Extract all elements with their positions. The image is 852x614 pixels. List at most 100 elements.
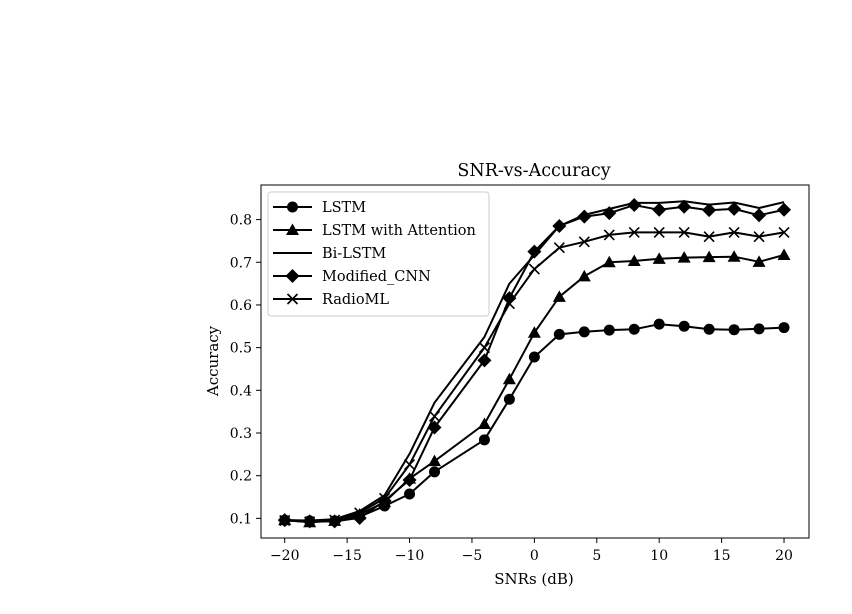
data-point bbox=[429, 466, 441, 478]
legend-marker bbox=[287, 201, 298, 213]
plot-frame bbox=[260, 184, 810, 539]
y-tick-label: 0.4 bbox=[230, 383, 252, 399]
data-point bbox=[304, 516, 316, 528]
y-tick-label: 0.6 bbox=[230, 298, 252, 314]
data-point bbox=[753, 231, 765, 243]
data-point bbox=[577, 209, 592, 224]
data-point bbox=[279, 514, 291, 527]
data-point bbox=[327, 514, 342, 529]
data-point bbox=[778, 226, 790, 238]
data-point bbox=[577, 269, 591, 282]
data-point bbox=[354, 507, 366, 519]
data-point bbox=[702, 203, 717, 218]
legend-item: LSTM bbox=[273, 200, 366, 216]
data-point bbox=[603, 324, 615, 336]
data-point bbox=[553, 328, 565, 340]
data-point bbox=[628, 323, 640, 335]
data-point bbox=[602, 206, 617, 221]
data-point bbox=[628, 226, 640, 238]
legend-label: LSTM bbox=[322, 200, 366, 216]
x-tick-label: −10 bbox=[395, 548, 425, 564]
legend: LSTM LSTM with Attention Bi-LSTM Modified_C… bbox=[267, 191, 490, 317]
series-4 bbox=[279, 226, 790, 528]
legend-item: Modified_CNN bbox=[273, 269, 431, 285]
data-point bbox=[677, 251, 691, 263]
data-point bbox=[727, 201, 742, 216]
data-point bbox=[553, 242, 565, 254]
x-axis-label: SNRs (dB) bbox=[494, 570, 574, 588]
legend-box bbox=[267, 191, 490, 317]
data-point bbox=[428, 454, 442, 467]
data-point bbox=[778, 322, 790, 334]
data-point bbox=[653, 318, 665, 330]
data-point bbox=[653, 226, 665, 238]
data-point bbox=[477, 353, 492, 368]
x-tick-label: −20 bbox=[270, 548, 300, 564]
data-point bbox=[428, 410, 441, 422]
data-point bbox=[502, 291, 517, 306]
y-axis-label: Accuracy bbox=[204, 325, 222, 397]
data-point bbox=[379, 492, 391, 504]
data-point bbox=[603, 229, 615, 241]
y-tick-label: 0.7 bbox=[230, 255, 252, 271]
data-point bbox=[527, 326, 541, 338]
y-tick-label: 0.1 bbox=[230, 511, 252, 527]
data-point bbox=[678, 320, 690, 332]
x-tick-label: 10 bbox=[650, 548, 668, 564]
data-point bbox=[652, 202, 667, 217]
legend-label: Bi-LSTM bbox=[322, 246, 386, 262]
series-line-1 bbox=[284, 254, 785, 524]
x-tick-label: 5 bbox=[592, 548, 601, 564]
data-point bbox=[477, 417, 491, 430]
data-point bbox=[752, 255, 766, 267]
legend-item: Bi-LSTM bbox=[273, 246, 386, 262]
y-tick-label: 0.8 bbox=[230, 213, 252, 229]
y-tick-label: 0.2 bbox=[230, 469, 252, 485]
data-point bbox=[329, 514, 341, 526]
plot-series bbox=[277, 198, 792, 529]
x-tick-label: 20 bbox=[775, 548, 793, 564]
data-point bbox=[552, 218, 567, 233]
legend-label: LSTM with Attention bbox=[322, 223, 476, 239]
x-tick-label: −15 bbox=[332, 548, 362, 564]
data-point bbox=[602, 255, 616, 268]
data-point bbox=[727, 250, 741, 262]
y-axis: 0.1 0.2 0.3 0.4 0.5 0.6 0.7 0.8 bbox=[230, 213, 261, 527]
legend-marker bbox=[286, 293, 299, 305]
series-3 bbox=[277, 198, 792, 529]
data-point bbox=[752, 208, 767, 223]
data-point bbox=[627, 198, 642, 213]
data-point bbox=[552, 290, 566, 302]
data-point bbox=[377, 493, 392, 508]
legend-marker bbox=[286, 223, 299, 235]
data-point bbox=[652, 252, 666, 264]
data-point bbox=[402, 472, 417, 487]
data-point bbox=[703, 323, 715, 335]
data-point bbox=[404, 488, 416, 500]
data-point bbox=[578, 326, 590, 338]
data-point bbox=[678, 226, 690, 238]
data-point bbox=[777, 202, 792, 217]
data-point bbox=[702, 250, 716, 263]
data-point bbox=[403, 459, 416, 471]
data-point bbox=[728, 324, 740, 336]
data-point bbox=[503, 393, 515, 405]
legend-item: LSTM with Attention bbox=[273, 223, 476, 239]
data-point bbox=[627, 254, 641, 266]
data-point bbox=[478, 342, 491, 354]
series-line-4 bbox=[284, 231, 785, 523]
x-tick-label: 15 bbox=[713, 548, 731, 564]
data-point bbox=[677, 199, 692, 214]
data-point bbox=[478, 434, 490, 446]
legend-label: RadioML bbox=[322, 292, 389, 308]
data-point bbox=[753, 323, 765, 335]
legend-marker bbox=[285, 269, 300, 283]
chart-title: SNR-vs-Accuracy bbox=[457, 161, 610, 181]
data-point bbox=[528, 263, 540, 275]
legend-label: Modified_CNN bbox=[322, 269, 431, 285]
y-tick-label: 0.5 bbox=[230, 341, 252, 357]
data-point bbox=[578, 236, 590, 248]
data-point bbox=[527, 244, 542, 259]
x-axis: −20 −15 −10 −5 0 5 10 15 20 bbox=[270, 538, 793, 564]
